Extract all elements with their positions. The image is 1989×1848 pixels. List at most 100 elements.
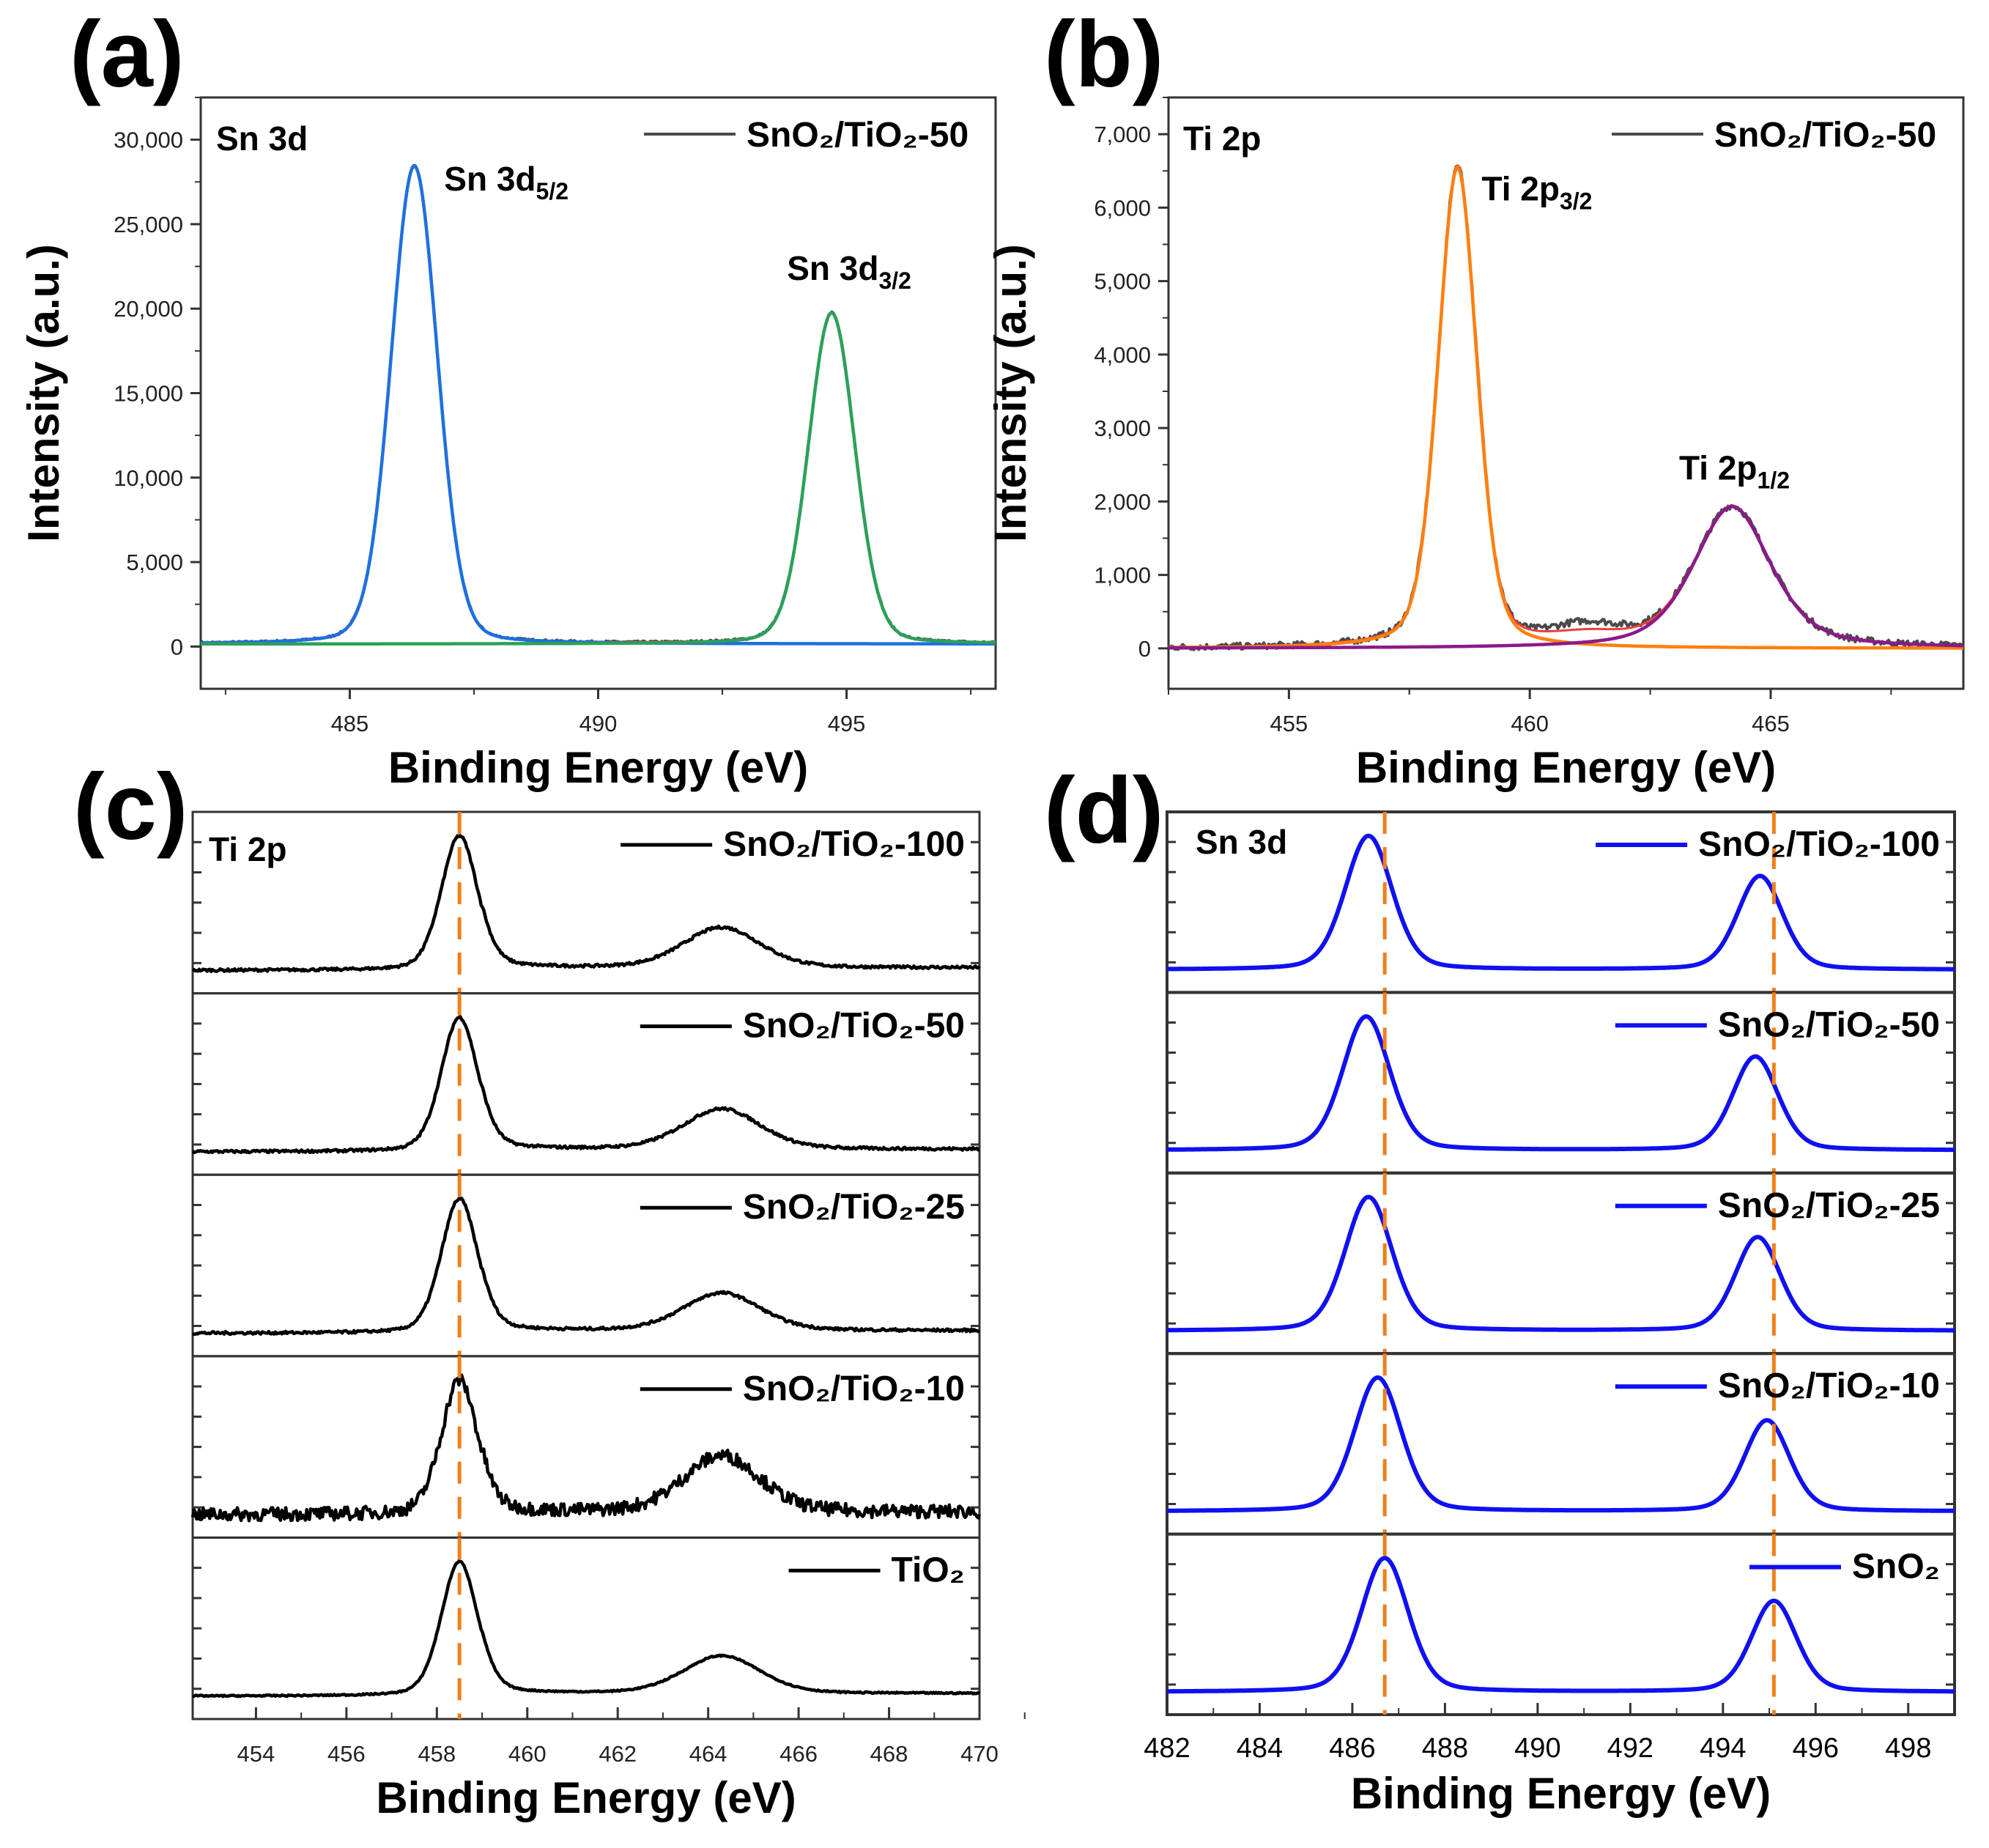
y-tick-label: 5,000 [126,550,183,575]
x-tick-label: 485 [331,711,369,736]
x-tick-label: 466 [779,1741,818,1767]
legend-label: SnO₂/TiO₂-100 [723,825,965,864]
peak-annotation: Ti 2p3/2 [1481,169,1592,214]
x-tick-label: 455 [1270,711,1308,736]
panel-a: 485 490 495 0 5,000 10,000 15,000 20,000 25,000 3… [19,2,997,792]
legend: SnO₂/TiO₂-50 [644,116,968,155]
y-tick-label: 20,000 [114,296,183,322]
stacked-subplot: TiO₂ [191,1536,981,1721]
y-tick-label: 1,000 [1094,563,1151,588]
y-tick-label: 4,000 [1094,342,1151,368]
legend-label: SnO₂ [1852,1548,1940,1586]
spectrum-line [190,1373,982,1523]
x-tick-label: 482 [1144,1733,1190,1764]
panel-label: (c) [73,755,188,860]
core-level-title: Sn 3d [216,119,308,158]
peak-annotation: Ti 2p1/2 [1679,448,1790,493]
legend: SnO₂/TiO₂-25 [640,1188,965,1227]
x-tick-label: 484 [1237,1733,1283,1764]
fit-component-line [200,164,996,646]
y-tick-label: 3,000 [1094,415,1151,441]
legend-label: TiO₂ [892,1551,965,1589]
legend: SnO₂/TiO₂-25 [1615,1186,1940,1225]
x-tick-label: 468 [870,1741,908,1767]
peak-annotation-main: Ti 2p [1481,169,1560,207]
spectrum-line [1166,1556,1956,1694]
legend: SnO₂/TiO₂-50 [640,1007,965,1046]
peak-annotation-subscript: 3/2 [1560,188,1592,214]
spectrum-line [192,1559,981,1699]
peak-annotation-subscript: 1/2 [1757,467,1790,493]
y-axis-title: Intensity (a.u.) [19,244,68,542]
legend-label: SnO₂/TiO₂-100 [1698,825,1940,864]
x-tick-label: 490 [579,711,618,736]
legend: SnO₂/TiO₂-10 [640,1370,965,1408]
legend-label: SnO₂/TiO₂-10 [743,1370,965,1408]
panel-label: (a) [70,2,184,107]
core-level-title: Ti 2p [1183,119,1262,158]
y-tick-label: 10,000 [114,465,183,491]
stacked-subplot: SnO₂ [1166,1532,1956,1717]
x-tick-label: 460 [508,1741,547,1767]
spectrum-line [191,1197,980,1337]
raw-spectrum-line [1168,165,1965,651]
x-tick-label: 495 [828,711,866,736]
raw-spectrum-line [199,163,996,645]
x-tick-label: 456 [327,1741,366,1767]
legend-label: SnO₂/TiO₂-10 [1718,1367,1940,1405]
x-tick-label: 470 [960,1741,999,1767]
legend-label: SnO₂/TiO₂-50 [1718,1005,1940,1044]
x-tick-label: 498 [1885,1733,1931,1764]
y-axis-title: Intensity (a.u.) [986,244,1035,542]
x-axis-title: Binding Energy (eV) [388,743,808,792]
x-tick-label: 488 [1422,1733,1468,1764]
legend-label: SnO₂/TiO₂-50 [1714,116,1936,155]
fit-component-line [200,311,996,646]
plot-frame [199,96,997,690]
legend-label: SnO₂/TiO₂-25 [743,1188,965,1227]
x-tick-label: 454 [237,1741,275,1767]
legend: SnO₂/TiO₂-50 [1615,1005,1940,1044]
y-tick-label: 7,000 [1094,122,1151,147]
x-axis-title: Binding Energy (eV) [1356,743,1776,792]
peak-annotation-main: Sn 3d [787,249,878,287]
stacked-subplot: SnO₂/TiO₂-50 [1166,991,1956,1175]
panel-c: SnO₂/TiO₂-100 SnO₂/TiO₂-50 SnO₂/TiO₂-25 SnO… [73,755,1026,1822]
panel-b: 455 460 465 0 1,000 2,000 3,000 4,000 5,000 6,000… [986,2,1965,792]
x-tick-label: 494 [1700,1733,1746,1764]
legend: SnO₂/TiO₂-10 [1615,1367,1940,1405]
peak-annotation: Sn 3d3/2 [787,249,911,294]
peak-annotation-subscript: 3/2 [878,267,911,294]
peak-annotation-subscript: 5/2 [536,178,568,204]
y-tick-label: 15,000 [114,381,183,407]
x-tick-label: 460 [1511,711,1549,736]
spectrum-line [1166,833,1956,972]
x-tick-label: 458 [418,1741,456,1767]
stacked-subplot: SnO₂/TiO₂-100 [191,810,981,995]
panel-label: (b) [1044,2,1163,107]
x-tick-label: 492 [1607,1733,1653,1764]
y-tick-label: 5,000 [1094,269,1151,295]
x-axis-title: Binding Energy (eV) [376,1773,796,1822]
legend: SnO₂/TiO₂-100 [1596,825,1940,864]
stacked-subplot: SnO₂/TiO₂-25 [1166,1171,1956,1356]
legend: SnO₂ [1749,1548,1940,1586]
x-tick-label: 486 [1329,1733,1375,1764]
plot-frame [1167,96,1965,690]
y-tick-label: 6,000 [1094,195,1151,221]
stacked-subplot: SnO₂/TiO₂-100 [1166,810,1956,994]
fit-envelope-line [201,164,996,644]
x-tick-label: 464 [689,1741,727,1767]
stacked-subplot: SnO₂/TiO₂-25 [191,1173,981,1358]
legend: TiO₂ [788,1551,965,1589]
stacked-subplot: SnO₂/TiO₂-50 [191,992,981,1176]
legend-label: SnO₂/TiO₂-50 [747,116,968,155]
peak-annotation-main: Sn 3d [444,160,536,198]
y-tick-label: 0 [1138,636,1151,662]
legend-label: SnO₂/TiO₂-25 [1718,1186,1940,1225]
x-tick-label: 490 [1514,1733,1560,1764]
y-tick-label: 25,000 [114,212,183,237]
panel-d: SnO₂/TiO₂-100 SnO₂/TiO₂-50 SnO₂/TiO₂-25 SnO… [1044,758,1956,1818]
spectrum-line [192,834,981,974]
